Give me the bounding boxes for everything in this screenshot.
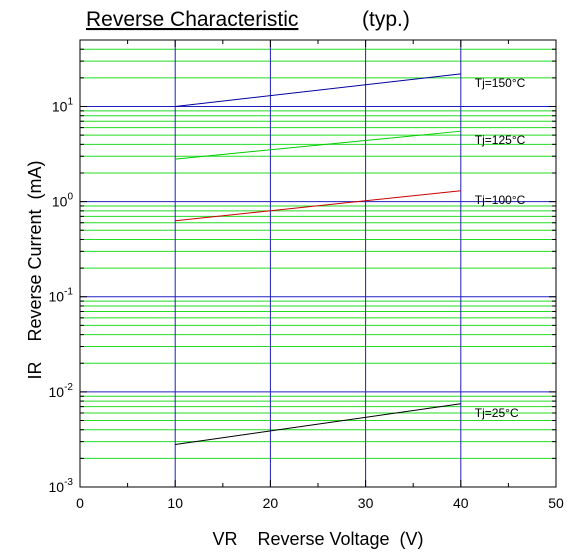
y-axis-label: IR Reverse Current (mA) (25, 160, 45, 379)
chart-subtitle: (typ.) (362, 8, 410, 31)
y-tick-label: 10-2 (49, 382, 74, 400)
x-tick-label: 30 (358, 495, 374, 511)
x-tick-label: 40 (453, 495, 469, 511)
x-axis-label: VR Reverse Voltage (V) (212, 529, 423, 549)
y-tick-label: 100 (52, 192, 74, 210)
series-line (175, 190, 461, 222)
x-tick-label: 50 (548, 495, 564, 511)
series-line (175, 403, 461, 445)
chart-title: Reverse Characteristic (86, 8, 298, 31)
y-tick-label: 10-3 (49, 477, 74, 495)
x-tick-labels: 0 10 20 30 40 50 (76, 495, 564, 511)
x-tick-label: 10 (167, 495, 183, 511)
series-line (175, 73, 461, 107)
grid (80, 40, 556, 487)
series-label: Tj=150°C (475, 76, 526, 90)
series-label: Tj=125°C (475, 133, 526, 147)
x-tick-label: 20 (263, 495, 279, 511)
y-tick-label: 10-1 (49, 287, 74, 305)
plot-frame (79, 39, 557, 488)
series-label: Tj=25°C (475, 406, 519, 420)
y-tick-label: 101 (52, 96, 74, 114)
y-tick-labels: 10-3 10-2 10-1 100 101 (49, 96, 74, 495)
series-label: Tj=100°C (475, 193, 526, 207)
series-line (175, 130, 461, 160)
plot-border (79, 39, 557, 488)
x-tick-label: 0 (76, 495, 84, 511)
series-lines: Tj=150°C Tj=125°C Tj=100°C Tj=25°C (175, 73, 526, 445)
